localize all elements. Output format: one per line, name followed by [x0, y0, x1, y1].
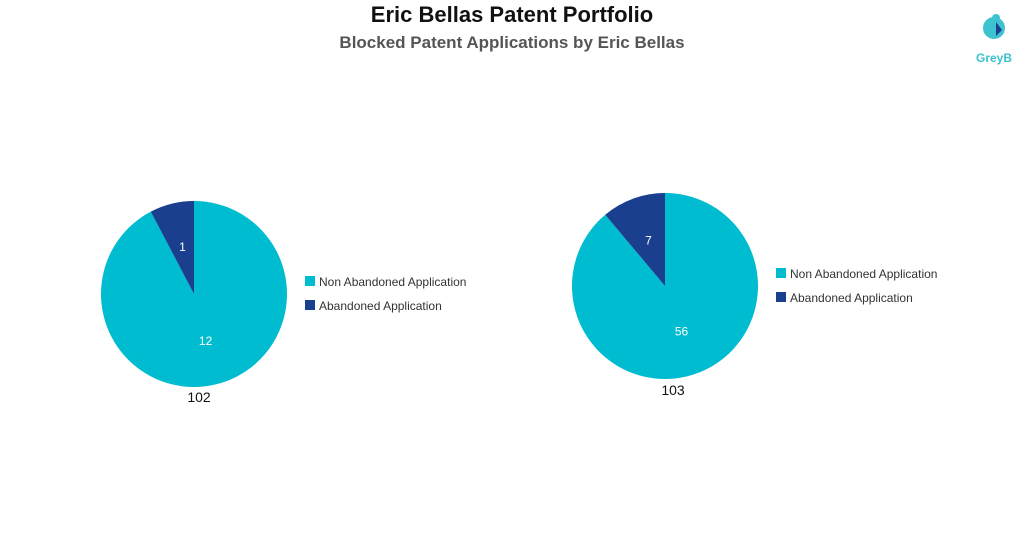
- legend-item[interactable]: Non Abandoned Application: [319, 275, 466, 289]
- data-label: 12: [199, 334, 213, 348]
- pie-slice-non-abandoned[interactable]: [100, 201, 287, 387]
- pie-slice-abandoned[interactable]: [605, 193, 665, 286]
- data-label: 1: [179, 240, 186, 254]
- greyb-logo: GreyB: [972, 10, 1016, 65]
- pie-label: 102: [187, 389, 211, 405]
- legend-item[interactable]: Abandoned Application: [319, 299, 442, 313]
- legend-item[interactable]: Abandoned Application: [790, 291, 913, 305]
- pie-slice-abandoned[interactable]: [150, 201, 194, 294]
- chart-title: Eric Bellas Patent Portfolio: [370, 2, 654, 27]
- pie-label: 103: [661, 382, 685, 398]
- legend-item[interactable]: Non Abandoned Application: [790, 267, 937, 281]
- chart-subtitle: Blocked Patent Applications by Eric Bell…: [339, 33, 685, 52]
- legend-swatch: [776, 292, 786, 302]
- legend-swatch: [305, 300, 315, 310]
- data-label: 56: [675, 324, 689, 338]
- legend-swatch: [776, 268, 786, 278]
- legend-swatch: [305, 276, 315, 286]
- data-label: 7: [645, 234, 652, 248]
- greyb-logo-icon: [983, 14, 1005, 39]
